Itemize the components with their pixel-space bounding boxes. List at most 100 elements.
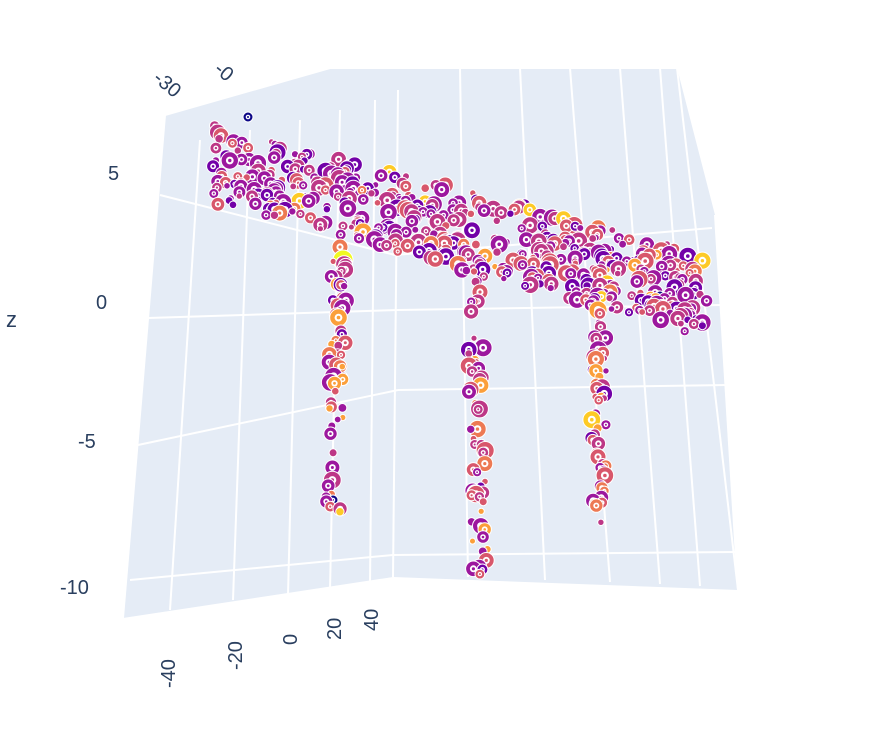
data-point [472, 467, 483, 478]
data-point [295, 208, 306, 220]
data-point [476, 203, 492, 219]
z-tick-label: 5 [108, 163, 119, 185]
y-tick-label: -20 [225, 641, 247, 670]
data-point [298, 180, 309, 191]
data-point [593, 307, 607, 320]
data-point [492, 216, 501, 226]
data-point [478, 497, 488, 507]
x-tick-label: -30 [149, 67, 185, 102]
data-point [492, 247, 502, 257]
y-tick-label: 40 [361, 609, 383, 631]
data-point [516, 259, 529, 271]
data-point [328, 448, 338, 458]
data-point [323, 426, 338, 441]
data-point [638, 308, 647, 316]
z-tick-label: -5 [78, 431, 96, 453]
grid-line [392, 551, 736, 556]
data-point [235, 192, 244, 200]
data-point [426, 250, 444, 268]
data-point [597, 518, 605, 526]
data-point [679, 326, 690, 337]
data-point [593, 394, 605, 406]
z-tick-label: -10 [60, 577, 89, 599]
data-point [339, 281, 349, 291]
data-point [651, 310, 671, 330]
x-tick-label: -0 [210, 58, 238, 86]
data-point [316, 225, 324, 233]
data-point [607, 305, 616, 313]
data-point [677, 319, 685, 328]
data-point [602, 367, 610, 375]
data-point [209, 141, 223, 155]
data-point [605, 294, 614, 303]
grid-line [164, 67, 331, 116]
data-point [325, 404, 334, 413]
data-point [687, 317, 701, 331]
data-point [367, 189, 376, 198]
grid-line [159, 194, 396, 256]
grid-line [397, 384, 729, 391]
data-point [347, 223, 355, 231]
data-point [324, 459, 341, 476]
z-axis-title: z [6, 307, 17, 332]
data-point [289, 182, 298, 191]
data-point [546, 284, 555, 293]
data-point [288, 207, 297, 216]
data-point [304, 211, 317, 225]
grid-line [369, 99, 376, 585]
data-point [608, 226, 617, 234]
data-point [399, 179, 413, 193]
data-point [461, 383, 477, 400]
data-point [564, 267, 578, 281]
data-point [338, 362, 347, 371]
grid-line [169, 139, 201, 611]
data-point [618, 239, 627, 249]
data-point [463, 303, 480, 320]
data-point [226, 137, 238, 149]
data-point [420, 183, 431, 193]
data-point [463, 221, 481, 240]
y-axis-ticks: -40 -20 0 20 40 [158, 609, 383, 688]
data-point [478, 271, 489, 282]
data-point [337, 220, 349, 232]
data-point [600, 419, 612, 431]
data-point [506, 209, 515, 218]
data-point [322, 205, 332, 214]
data-point [471, 239, 481, 250]
data-point [446, 213, 461, 228]
data-point [699, 294, 714, 308]
data-point [242, 141, 255, 154]
data-point [576, 224, 585, 232]
data-point [476, 455, 494, 473]
data-point [469, 267, 479, 276]
data-point [352, 232, 366, 245]
data-point [331, 386, 340, 396]
grid-line [714, 214, 739, 591]
data-point [404, 213, 420, 229]
data-point [493, 205, 509, 221]
data-point [470, 334, 478, 342]
data-point [589, 498, 604, 513]
grid-line [122, 114, 166, 619]
data-point [588, 234, 598, 243]
y-tick-label: 0 [280, 634, 302, 645]
data-point [520, 280, 531, 291]
data-point [269, 210, 280, 221]
z-axis-ticks: 5 0 -5 -10 [60, 163, 119, 599]
data-point [335, 507, 345, 517]
data-point [326, 375, 343, 391]
data-point [466, 424, 476, 434]
data-point [476, 530, 490, 544]
data-point [477, 507, 485, 515]
data-point [474, 568, 486, 580]
data-point [228, 200, 238, 210]
data-point [334, 228, 347, 241]
data-point [433, 181, 451, 199]
data-point [399, 225, 413, 239]
data-point [300, 193, 317, 209]
data-point [473, 338, 493, 358]
grid-line [129, 554, 394, 581]
data-point [500, 274, 508, 283]
data-point [643, 304, 656, 318]
data-point [559, 242, 568, 252]
